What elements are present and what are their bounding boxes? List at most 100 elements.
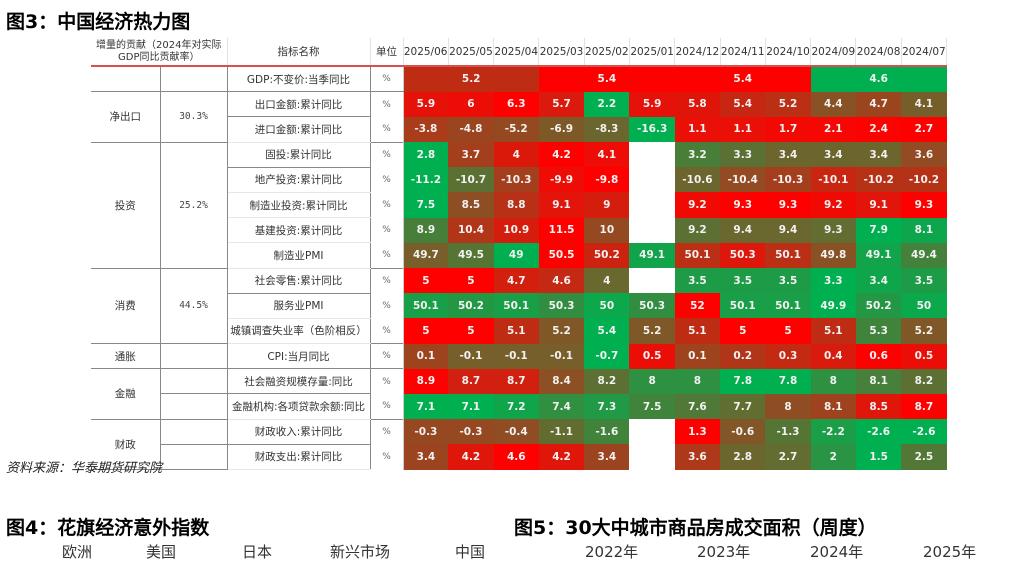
heat-cell: 5.1 xyxy=(810,318,856,344)
heat-cell: 50.1 xyxy=(720,293,766,319)
heat-cell: 5.2 xyxy=(629,318,675,344)
heat-cell: 4.1 xyxy=(584,142,630,168)
heat-cell: 49.9 xyxy=(810,293,856,319)
header-name: 指标名称 xyxy=(227,38,371,67)
heat-cell: 10 xyxy=(584,217,630,243)
heat-cell: 5.2 xyxy=(538,318,585,344)
heat-cell: 3.4 xyxy=(855,268,902,294)
share-cell xyxy=(159,65,228,93)
heat-cell: 49.1 xyxy=(855,242,902,268)
heat-cell: 5.4 xyxy=(674,66,811,92)
heat-cell: 9.3 xyxy=(810,217,856,243)
table-row: 通胀 CPI:当月同比% 0.1 -0.1 -0.1 -0.1 -0.7 0.5 0.1 0.2 0… xyxy=(91,343,947,370)
heat-cell: 5 xyxy=(403,268,449,294)
heat-cell: 10.4 xyxy=(448,217,494,243)
heat-cell: -10.3 xyxy=(765,167,811,193)
unit-cell: % xyxy=(370,267,404,294)
share-cell xyxy=(159,343,228,370)
group-cell: 投资 xyxy=(91,141,161,269)
heat-cell: 9.4 xyxy=(765,217,811,243)
heat-cell: 2.4 xyxy=(855,116,902,143)
heat-cell: 2.7 xyxy=(901,116,947,143)
heat-cell: 5.8 xyxy=(674,91,721,117)
heat-cell: -1.6 xyxy=(584,419,630,445)
heat-cell: 8.2 xyxy=(901,368,947,394)
heat-cell: 50.3 xyxy=(538,293,585,319)
heat-cell: 50.2 xyxy=(584,242,630,268)
share-cell: 44.5% xyxy=(159,267,228,345)
heat-cell: 3.6 xyxy=(901,142,947,168)
heat-cell: 5 xyxy=(448,268,494,294)
heat-cell: 10.9 xyxy=(493,217,539,243)
heat-cell: -2.2 xyxy=(810,419,856,445)
share-cell xyxy=(159,418,228,445)
heat-cell: 50.1 xyxy=(765,293,811,319)
unit-cell: % xyxy=(370,343,404,369)
heat-cell: 50 xyxy=(901,293,947,319)
heat-cell: 3.7 xyxy=(448,142,494,168)
heat-cell: 6.3 xyxy=(493,91,539,117)
heat-cell: -10.2 xyxy=(855,167,902,193)
heat-cell: 4.4 xyxy=(810,91,856,117)
heat-cell: 0.5 xyxy=(901,343,947,369)
heat-cell: -8.3 xyxy=(584,116,630,143)
indicator-name: 财政收入:累计同比 xyxy=(226,418,371,445)
heat-cell: 3.3 xyxy=(720,142,766,168)
heat-cell: -4.8 xyxy=(448,116,494,143)
heat-cell: 5 xyxy=(720,318,766,344)
heat-cell: -2.6 xyxy=(901,419,947,445)
heat-cell: 3.5 xyxy=(720,268,766,294)
heat-cell: 8.1 xyxy=(855,368,902,394)
heat-cell: -10.2 xyxy=(901,167,947,193)
heat-cell: 2.7 xyxy=(765,444,811,470)
group-cell: 金融 xyxy=(91,368,161,420)
heat-cell: 50.3 xyxy=(720,242,766,268)
heat-cell: -0.1 xyxy=(538,343,585,369)
heat-cell: -0.7 xyxy=(584,343,630,369)
indicator-name: 基建投资:累计同比 xyxy=(226,217,371,244)
unit-cell: % xyxy=(370,91,404,117)
heat-cell: -0.1 xyxy=(493,343,539,369)
heat-cell: 0.3 xyxy=(765,343,811,369)
header-month: 2024/07 xyxy=(901,38,948,67)
heat-cell: 8.4 xyxy=(538,368,585,394)
indicator-name: 社会融资规模存量:同比 xyxy=(226,368,371,395)
heat-cell: 9.3 xyxy=(720,192,766,218)
heat-cell: 1.5 xyxy=(855,444,902,470)
heat-cell: 2.1 xyxy=(810,116,856,143)
table-row: 制造业PMI% 49.7 49.5 49 50.5 50.2 49.1 50.1 50.3 50.… xyxy=(91,242,947,269)
indicator-name: 固投:累计同比 xyxy=(226,141,371,168)
indicator-name: GDP:不变价:当季同比 xyxy=(226,65,371,93)
heat-cell: 3.4 xyxy=(584,444,630,470)
heat-cell: 5.9 xyxy=(629,91,675,117)
table-row: 金融 社会融资规模存量:同比% 8.9 8.7 8.7 8.4 8.2 8 8 7.8 7.8 8 8.… xyxy=(91,368,947,420)
heat-cell xyxy=(629,192,675,218)
table-row: 财政支出:累计同比% 3.4 4.2 4.6 4.2 3.4 3.6 2.8 2.7 2 1.5 2.… xyxy=(91,443,947,471)
heat-cell: 3.3 xyxy=(810,268,856,294)
heat-cell: 1.3 xyxy=(674,419,721,445)
heat-cell: 0.2 xyxy=(720,343,766,369)
heat-cell: 50.2 xyxy=(448,293,494,319)
heat-cell: 4.6 xyxy=(810,66,947,92)
heat-cell: 7.9 xyxy=(855,217,902,243)
heat-cell: -2.6 xyxy=(855,419,902,445)
heat-cell: 0.1 xyxy=(403,343,449,369)
indicator-name: 服务业PMI xyxy=(226,292,371,319)
heat-cell: 3.4 xyxy=(765,142,811,168)
heat-cell: 50 xyxy=(584,293,630,319)
header-month: 2025/05 xyxy=(448,38,495,67)
heat-cell: 5.1 xyxy=(674,318,721,344)
unit-cell: % xyxy=(370,418,404,445)
heat-cell: 8.7 xyxy=(901,393,947,420)
heat-cell: 4.2 xyxy=(448,444,494,470)
heat-cell: 7.1 xyxy=(448,393,494,420)
heat-cell: 5.4 xyxy=(584,318,630,344)
heat-cell: 8.5 xyxy=(855,393,902,420)
indicator-name: 出口金额:累计同比 xyxy=(226,91,371,118)
heat-cell: 2.8 xyxy=(720,444,766,470)
figure4-title: 图4：花旗经济意外指数 xyxy=(6,517,210,539)
heat-cell: -5.2 xyxy=(493,116,539,143)
heat-cell: 8.7 xyxy=(493,368,539,394)
unit-cell: % xyxy=(370,116,404,143)
heat-cell: 49.7 xyxy=(403,242,449,268)
